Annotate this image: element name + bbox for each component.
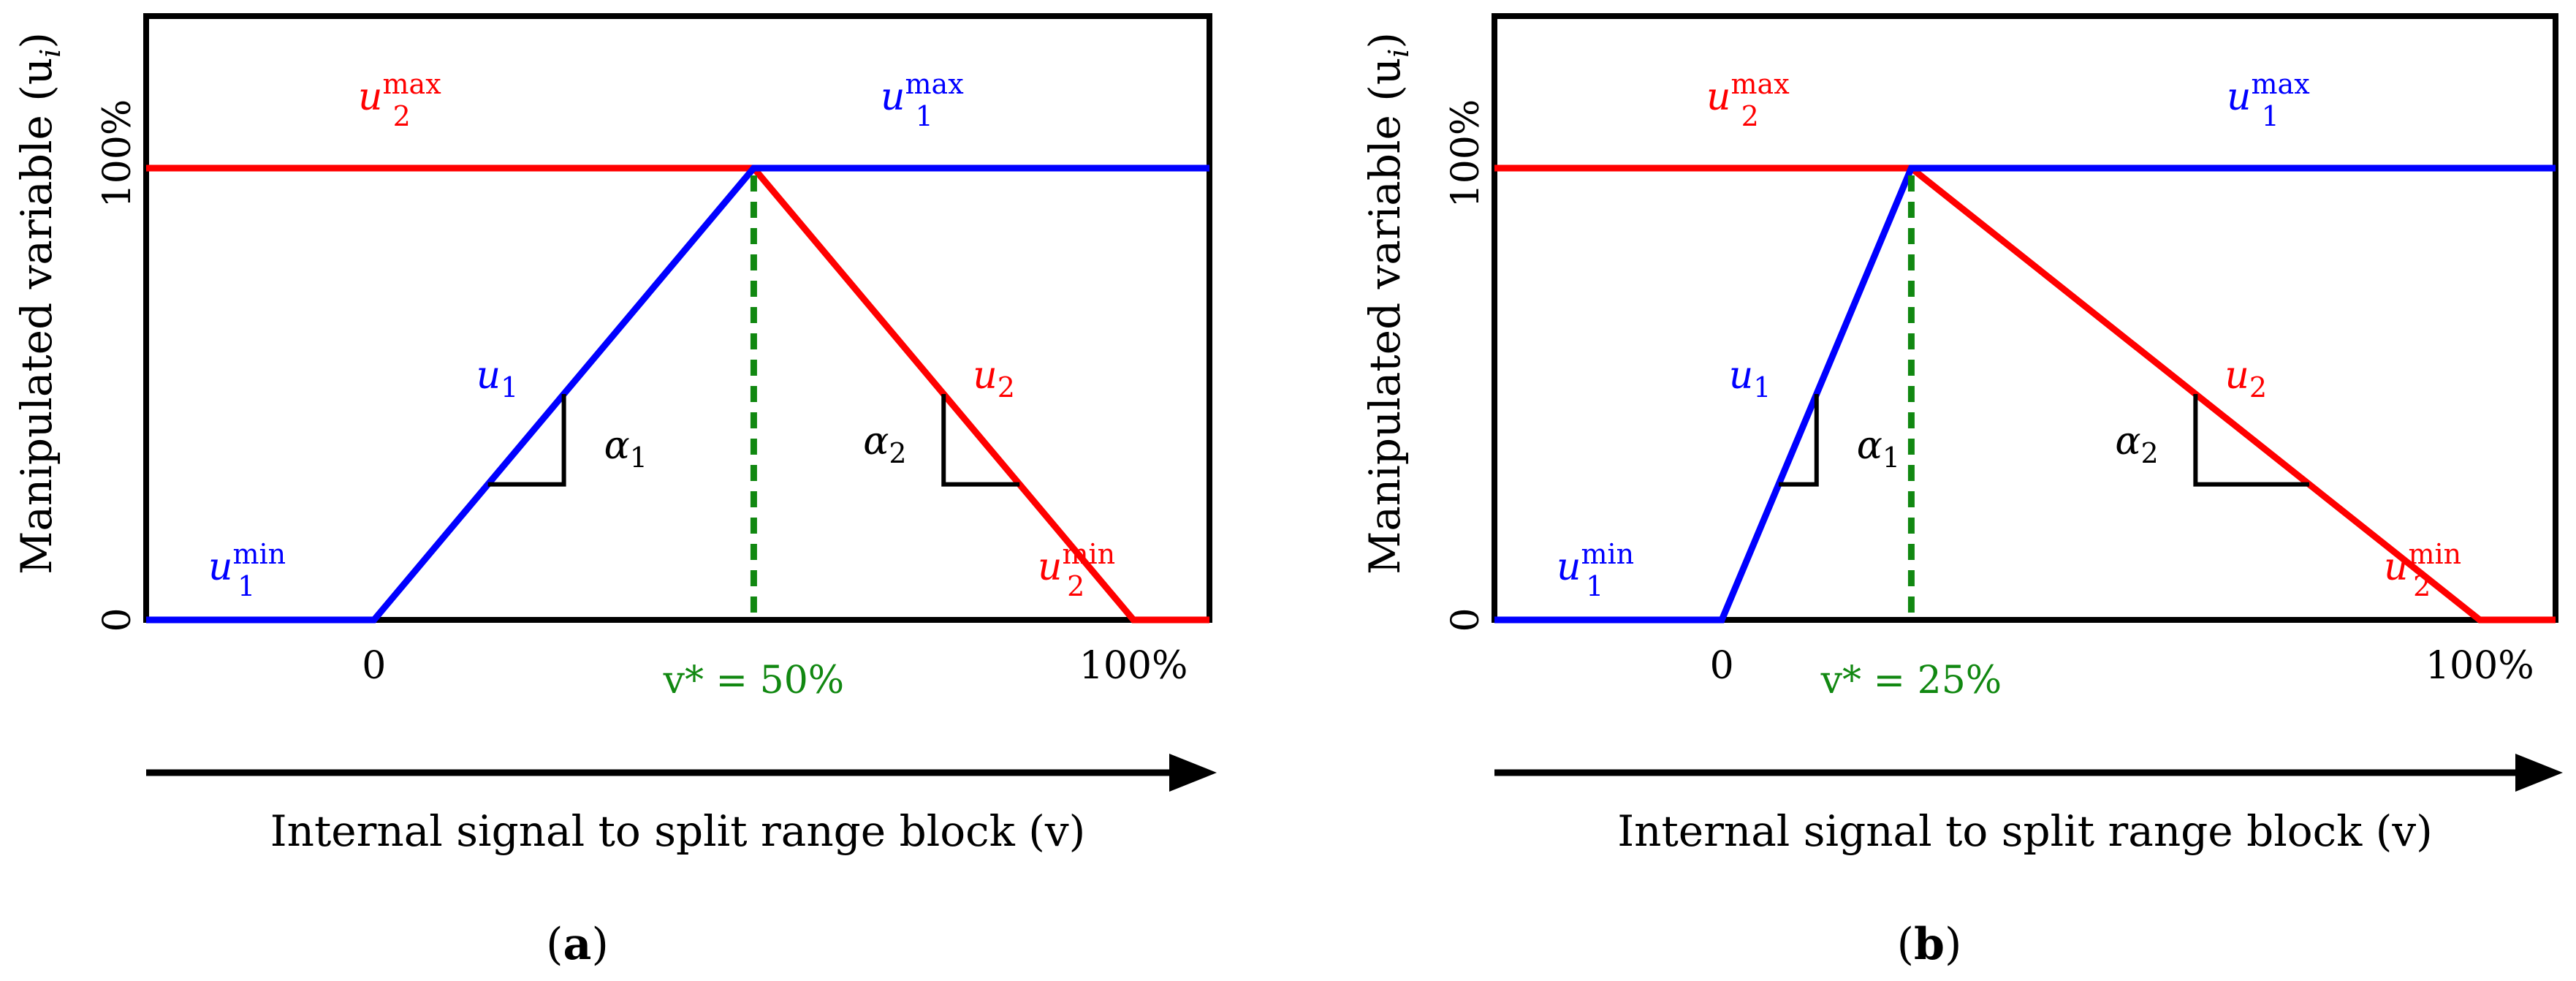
x-tick-label: 100% (2425, 644, 2534, 688)
y-axis-title: Manipulated variable (ui) (12, 32, 67, 575)
panel-b: α1 α2 u1 u2 umin 1 umin 2 umax 2 umax 1 0 100% Manipul… (1360, 13, 2563, 970)
label-u1: u1 (1729, 354, 1771, 404)
plot-frame (1492, 13, 2558, 623)
label-u2-max: umax 2 (358, 68, 441, 132)
slope-triangle-u1 (487, 394, 566, 487)
slope-label-alpha1: α1 (1857, 424, 1900, 474)
panel-caption: (a) (546, 919, 609, 970)
y-tick-label: 100% (96, 99, 140, 208)
label-u2: u2 (2224, 354, 2267, 404)
split-point-label: v* = 25% (1820, 659, 2002, 702)
label-u1-min: umin 1 (208, 538, 286, 602)
split-point-label: v* = 50% (663, 659, 845, 702)
x-tick-label: 0 (362, 644, 386, 688)
slope-triangle-u2 (941, 394, 1020, 487)
label-u1: u1 (476, 354, 519, 404)
label-u2: u2 (973, 354, 1015, 404)
panel-caption: (b) (1897, 919, 1962, 970)
arrow-head-icon (2515, 754, 2563, 792)
slope-label-alpha2: α2 (863, 420, 906, 469)
x-axis-title: Internal signal to split range block (v) (270, 806, 1086, 856)
y-axis-title: Manipulated variable (ui) (1360, 32, 1415, 575)
label-u1-max: umax 1 (2227, 68, 2310, 132)
arrow-head-icon (1169, 754, 1217, 792)
label-u1-max: umax 1 (881, 68, 964, 132)
slope-label-alpha1: α1 (604, 424, 647, 474)
plot-frame (143, 13, 1212, 623)
x-tick-label: 100% (1079, 644, 1188, 688)
y-tick-label: 100% (1444, 99, 1488, 208)
panel-a: α1 α2 u1 u2 umin 1 umin 2 umax 2 umax 1 0 100% Manipul… (12, 13, 1217, 970)
y-tick-label: 0 (96, 607, 140, 632)
x-axis-title: Internal signal to split range block (v) (1617, 806, 2433, 856)
slope-label-alpha2: α2 (2115, 420, 2158, 469)
label-u1-min: umin 1 (1557, 538, 1634, 602)
slope-triangle-u1 (1778, 394, 1819, 487)
label-u2-min: umin 2 (1038, 538, 1115, 602)
y-tick-label: 0 (1444, 607, 1488, 632)
x-tick-label: 0 (1710, 644, 1734, 688)
label-u2-min: umin 2 (2384, 538, 2461, 602)
slope-triangle-u2 (2193, 394, 2309, 487)
label-u2-max: umax 2 (1706, 68, 1790, 132)
